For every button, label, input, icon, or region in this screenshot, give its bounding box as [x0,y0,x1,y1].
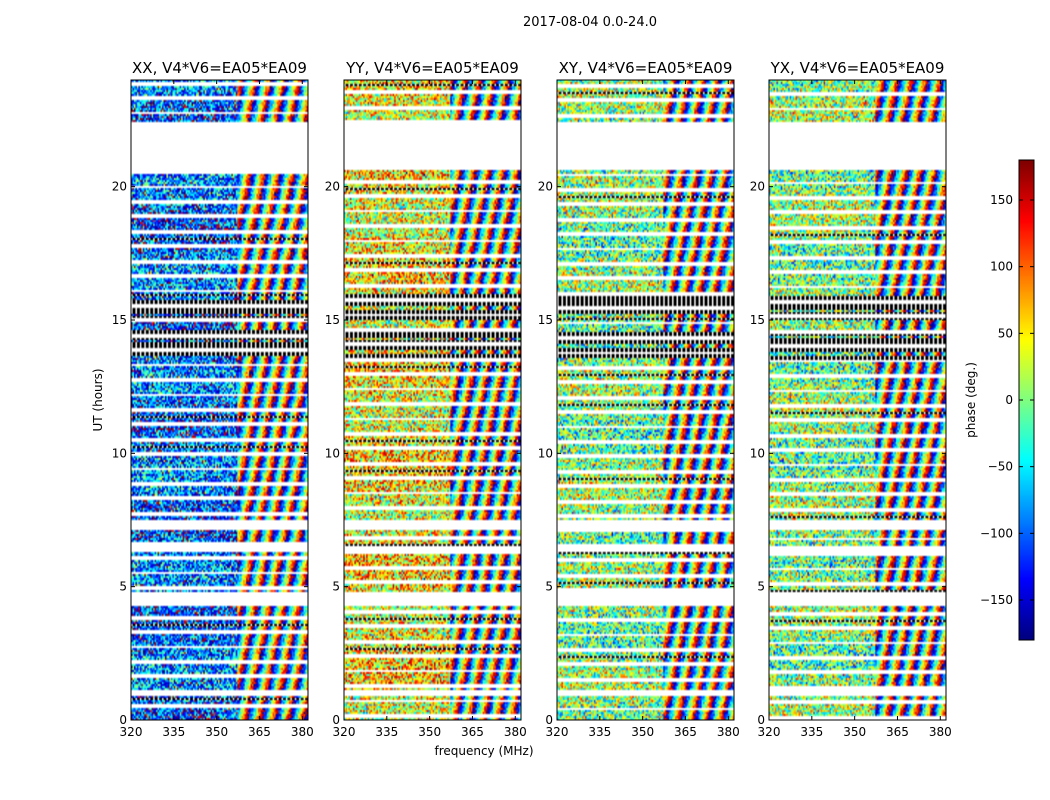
x-tick-label: 380 [504,725,527,739]
x-tick-label: 335 [162,725,185,739]
y-tick-label: 15 [325,313,340,327]
panel-title-3: YX, V4*V6=EA05*EA09 [770,59,945,77]
x-tick-label: 365 [461,725,484,739]
y-tick-label: 0 [757,713,765,727]
panel-frame-0 [130,79,309,721]
y-tick-label: 20 [538,180,553,194]
y-tick-label: 10 [112,446,127,460]
x-tick-label: 365 [674,725,697,739]
y-tick-label: 5 [757,580,765,594]
colorbar-tick-label: 50 [998,326,1013,340]
panel-frame-1 [343,79,522,721]
y-tick-label: 5 [119,580,127,594]
x-tick-label: 320 [333,725,356,739]
y-tick-label: 5 [332,580,340,594]
y-tick-label: 20 [112,180,127,194]
x-tick-label: 380 [717,725,740,739]
panel-3: YX, V4*V6=EA05*EA09 320 335 350 365 380 0 5 10 15… [750,59,952,739]
y-tick-label: 15 [750,313,765,327]
colorbar: 150 100 50 0 −50 −100 −150 [980,159,1035,641]
panel-frame-3 [768,79,947,721]
panel-heatmap-0 [131,80,308,720]
x-tick-label: 335 [800,725,823,739]
x-tick-label: 350 [843,725,866,739]
panel-heatmap-1 [344,80,521,720]
x-tick-label: 380 [929,725,952,739]
panel-2: XY, V4*V6=EA05*EA09 320 335 350 365 380 0 5 10 15… [538,59,740,739]
y-tick-label: 15 [112,313,127,327]
x-tick-label: 350 [631,725,654,739]
panel-title-2: XY, V4*V6=EA05*EA09 [559,59,733,77]
panels-group: XX, V4*V6=EA05*EA09 320 335 350 365 380 0 5 10 15… [112,59,952,739]
panel-title-1: YY, V4*V6=EA05*EA09 [345,59,519,77]
colorbar-gradient [1019,160,1034,640]
x-tick-label: 320 [758,725,781,739]
y-tick-label: 15 [538,313,553,327]
colorbar-tick-label: −100 [980,526,1013,540]
y-tick-label: 20 [750,180,765,194]
x-tick-label: 365 [886,725,909,739]
panel-heatmap-3 [769,80,946,720]
panel-heatmap-2 [557,80,734,720]
x-tick-label: 335 [588,725,611,739]
colorbar-tick-label: −50 [988,460,1013,474]
y-tick-label: 0 [545,713,553,727]
x-tick-label: 350 [205,725,228,739]
panel-1: YY, V4*V6=EA05*EA09 320 335 350 365 380 0 5 10 15… [325,59,527,739]
x-tick-label: 365 [248,725,271,739]
y-tick-label: 0 [119,713,127,727]
colorbar-tick-label: −150 [980,593,1013,607]
colorbar-tick-label: 100 [990,260,1013,274]
x-tick-label: 320 [120,725,143,739]
x-tick-label: 380 [291,725,314,739]
y-tick-label: 10 [538,446,553,460]
x-tick-label: 320 [546,725,569,739]
x-tick-label: 350 [418,725,441,739]
y-tick-label: 10 [325,446,340,460]
y-tick-label: 5 [545,580,553,594]
figure-title: 2017-08-04 0.0-24.0 [523,15,657,30]
y-axis-label: UT (hours) [91,368,105,431]
panel-0: XX, V4*V6=EA05*EA09 320 335 350 365 380 0 5 10 15… [112,59,314,739]
y-tick-label: 20 [325,180,340,194]
colorbar-tick-label: 150 [990,193,1013,207]
panel-title-0: XX, V4*V6=EA05*EA09 [132,59,307,77]
colorbar-tick-label: 0 [1005,393,1013,407]
y-tick-label: 0 [332,713,340,727]
x-tick-label: 335 [375,725,398,739]
x-axis-label: frequency (MHz) [434,744,533,758]
y-tick-label: 10 [750,446,765,460]
colorbar-label: phase (deg.) [964,362,978,438]
panel-frame-2 [556,79,735,721]
